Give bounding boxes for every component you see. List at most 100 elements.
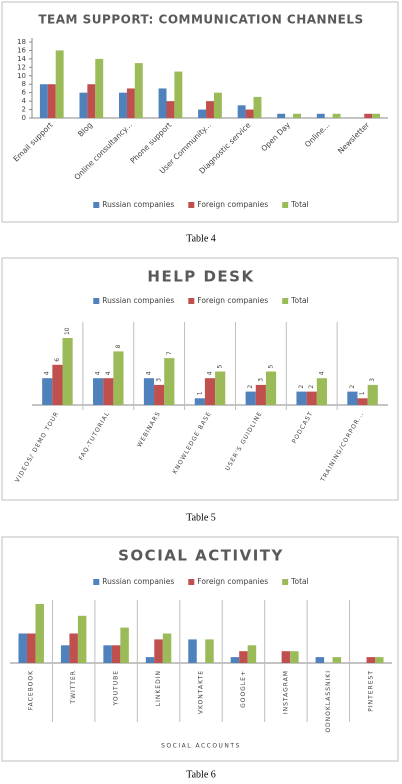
- data-label: 8: [115, 344, 122, 348]
- bar: [213, 92, 222, 118]
- bar: [332, 657, 342, 663]
- x-tick-label: YOUTUBE: [113, 670, 120, 706]
- data-label: 10: [64, 327, 71, 335]
- x-tick-label: VIDEOS/ DEMO TOUR: [14, 410, 61, 484]
- bar: [103, 378, 114, 405]
- bar: [79, 92, 88, 118]
- bar: [316, 113, 325, 118]
- bar: [204, 378, 216, 405]
- bar: [120, 627, 129, 663]
- bar: [316, 378, 327, 405]
- data-label: 6: [54, 358, 61, 362]
- bar: [111, 645, 121, 663]
- bar: [306, 391, 317, 405]
- chart-title: SOCIAL ACTIVITY: [118, 547, 284, 565]
- data-label: 3: [369, 378, 376, 382]
- legend-label: Foreign companies: [197, 577, 268, 586]
- x-axis-title: SOCIAL ACCOUNTS: [161, 743, 241, 750]
- bar: [69, 633, 78, 663]
- bar: [60, 645, 70, 663]
- bar: [87, 84, 96, 118]
- bar: [215, 371, 226, 405]
- bar: [198, 109, 207, 118]
- legend-swatch: [93, 579, 100, 585]
- bar: [158, 88, 167, 118]
- x-tick-label: VKONTAKTE: [198, 670, 205, 714]
- bar: [367, 384, 378, 405]
- bar: [164, 358, 175, 405]
- data-label: 1: [359, 391, 366, 395]
- chart-title: TEAM SUPPORT: COMMUNICATION CHANNELS: [38, 13, 363, 27]
- bar: [253, 96, 262, 118]
- caption: Table 4: [186, 233, 216, 244]
- legend-label: Foreign companies: [197, 296, 268, 305]
- y-tick-label: 18: [17, 38, 26, 46]
- data-label: 4: [105, 371, 112, 375]
- bar: [154, 384, 165, 405]
- data-label: 3: [257, 378, 264, 382]
- bar: [205, 639, 214, 663]
- bar: [174, 71, 183, 118]
- legend-swatch: [282, 298, 289, 304]
- legend-swatch: [188, 298, 195, 304]
- bar: [315, 657, 325, 663]
- bar: [47, 84, 56, 118]
- y-tick-label: 4: [22, 97, 27, 105]
- legend-swatch: [188, 579, 195, 585]
- bar: [113, 351, 124, 405]
- bar: [265, 371, 277, 405]
- y-tick-label: 0: [22, 114, 26, 122]
- data-label: 5: [217, 365, 224, 369]
- bar: [347, 391, 358, 405]
- legend-label: Total: [290, 577, 309, 586]
- bar: [62, 338, 73, 405]
- bar: [237, 105, 246, 118]
- x-tick-label: ODNOKLASSNIKI: [325, 670, 332, 733]
- data-label: 4: [145, 371, 152, 375]
- legend-swatch: [282, 579, 289, 585]
- bar: [366, 657, 376, 663]
- bar: [372, 113, 381, 118]
- bar: [255, 384, 266, 405]
- data-label: 4: [318, 371, 325, 375]
- data-label: 4: [44, 371, 51, 375]
- bar: [95, 58, 104, 118]
- legend-swatch: [282, 202, 289, 208]
- legend-swatch: [93, 202, 100, 208]
- bar: [332, 113, 341, 118]
- bar: [375, 657, 384, 663]
- bar: [230, 657, 240, 663]
- x-tick-label: LINKEDIN: [155, 670, 162, 706]
- x-tick-label: Open Day: [259, 120, 292, 153]
- bar: [39, 84, 48, 118]
- x-tick-label: Email support: [11, 120, 54, 163]
- legend-label: Russian companies: [102, 200, 174, 209]
- legend-label: Foreign companies: [197, 200, 268, 209]
- legend-label: Russian companies: [102, 296, 174, 305]
- legend-swatch: [188, 202, 195, 208]
- bar: [293, 113, 301, 118]
- bar: [296, 391, 307, 405]
- bar: [194, 398, 205, 405]
- legend-label: Total: [290, 200, 309, 209]
- y-tick-label: 10: [17, 72, 26, 80]
- caption: Table 6: [186, 769, 216, 780]
- bar: [55, 50, 64, 118]
- bar: [35, 604, 44, 663]
- panel: [1, 1, 399, 223]
- bar: [134, 63, 143, 118]
- x-tick-label: TRAINING/CORPOR...: [319, 410, 366, 484]
- data-label: 4: [207, 371, 214, 375]
- y-tick-label: 14: [17, 55, 26, 63]
- x-tick-label: Phone support: [128, 120, 173, 165]
- data-label: 7: [166, 351, 173, 355]
- panel: [1, 536, 399, 762]
- bar: [206, 101, 214, 118]
- x-tick-label: FAQ-TUTORIAL: [78, 410, 112, 461]
- bar: [119, 92, 127, 118]
- data-label: 3: [156, 378, 163, 382]
- panel: [1, 257, 399, 501]
- bar: [42, 378, 53, 405]
- bar: [77, 615, 87, 663]
